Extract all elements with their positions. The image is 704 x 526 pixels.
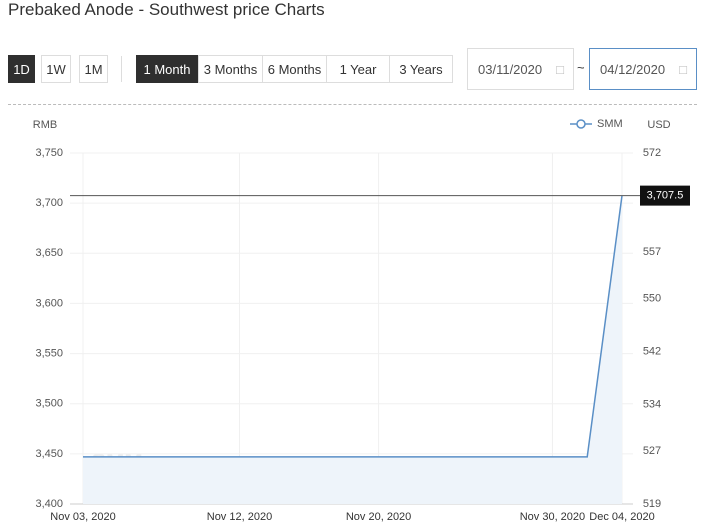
x-tick-label: Dec 04, 2020	[589, 511, 654, 523]
x-tick-label: Nov 03, 2020	[50, 511, 115, 523]
price-badge	[640, 185, 690, 206]
legend-label: SMM	[597, 118, 623, 130]
date-text: 03/11/2020	[478, 62, 543, 77]
date-separator: ~	[577, 60, 585, 75]
y2-tick-label: 572	[643, 147, 661, 159]
y2-tick-label: 527	[643, 445, 661, 457]
area	[83, 195, 622, 504]
y-tick-label: 3,650	[35, 247, 63, 259]
range-button[interactable]: 1 Year	[326, 55, 390, 83]
interval-button[interactable]: 1D	[8, 55, 35, 83]
date-input[interactable]: 04/12/2020 □	[589, 48, 697, 90]
y2-axis-label: USD	[647, 119, 670, 131]
y-tick-label: 3,550	[35, 347, 63, 359]
y-tick-label: 3,450	[35, 448, 63, 460]
y-tick-label: 3,600	[35, 297, 63, 309]
date-text: 04/12/2020	[600, 62, 666, 77]
interval-button[interactable]: 1M	[79, 55, 108, 83]
legend-marker	[576, 119, 586, 129]
page-title: Prebaked Anode - Southwest price Charts	[8, 0, 325, 19]
x-tick-label: Nov 30, 2020	[520, 511, 585, 523]
calendar-icon: □	[556, 62, 564, 77]
separator	[121, 56, 122, 82]
range-button[interactable]: 3 Months	[198, 55, 263, 83]
calendar-icon: □	[679, 62, 687, 77]
y-tick-label: 3,750	[35, 147, 63, 159]
divider	[8, 104, 697, 105]
range-button[interactable]: 6 Months	[262, 55, 327, 83]
y-axis-label: RMB	[33, 119, 57, 131]
y2-tick-label: 550	[643, 293, 661, 305]
range-button[interactable]: 1 Month	[136, 55, 198, 83]
range-button[interactable]: 3 Years	[389, 55, 453, 83]
y-tick-label: 3,700	[35, 197, 63, 209]
series-line	[83, 195, 623, 458]
x-tick-label: Nov 20, 2020	[346, 511, 411, 523]
y2-tick-label: 542	[643, 346, 661, 358]
date-input[interactable]: 03/11/2020 □	[467, 48, 574, 90]
x-tick-label: Nov 12, 2020	[207, 511, 272, 523]
y2-tick-label: 534	[643, 399, 661, 411]
y-tick-label: 3,400	[35, 498, 63, 510]
y2-tick-label: 557	[643, 246, 661, 258]
y2-tick-label: 519	[643, 498, 661, 510]
price-label: 3,707.5	[647, 190, 684, 202]
y-tick-label: 3,500	[35, 398, 63, 410]
interval-button[interactable]: 1W	[41, 55, 71, 83]
